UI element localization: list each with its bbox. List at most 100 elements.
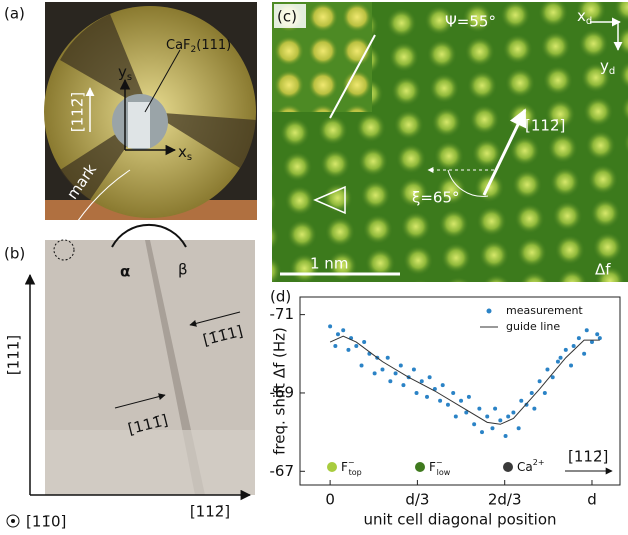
data-point [472, 422, 476, 426]
data-point [590, 340, 594, 344]
data-point [451, 391, 455, 395]
species-label: F−top [341, 458, 362, 477]
y-axis-label: freq. shift Δf (Hz) [271, 327, 289, 455]
data-point [572, 344, 576, 348]
out-of-plane-symbol [11, 519, 15, 523]
data-point [506, 414, 510, 418]
angle-label: Ψ=55° [445, 13, 496, 31]
data-point [530, 391, 534, 395]
text-part: low [437, 468, 451, 477]
axis-label: [11̄0] [26, 513, 66, 531]
data-point [388, 379, 392, 383]
species-marker [415, 462, 425, 472]
data-point [577, 336, 581, 340]
text-part: (111) [196, 38, 231, 53]
data-point [538, 379, 542, 383]
text-part: CaF [166, 38, 191, 53]
figure: (a) CaF2(111) ys xs [112̄] mark (b) α β … [0, 0, 628, 535]
data-point [401, 383, 405, 387]
text-part: x [178, 143, 187, 161]
panel-label: (a) [4, 5, 25, 23]
panel-label: (d) [270, 288, 291, 306]
data-point [380, 367, 384, 371]
direction-label: [112̄] [568, 448, 608, 466]
text-part: y [118, 63, 127, 81]
data-point [485, 414, 489, 418]
text-part: − [348, 458, 355, 467]
channel-label: Δf [595, 261, 611, 279]
axis-label: [112̄] [190, 503, 230, 521]
data-point [341, 328, 345, 332]
data-point [438, 399, 442, 403]
x-axis-label: unit cell diagonal position [363, 511, 556, 529]
data-point [551, 375, 555, 379]
panel-label: (b) [4, 245, 25, 263]
data-point [354, 344, 358, 348]
data-point [373, 371, 377, 375]
angle-label: α [120, 263, 130, 281]
data-point [480, 430, 484, 434]
data-point [564, 348, 568, 352]
data-point [360, 364, 364, 368]
data-point [333, 344, 337, 348]
data-point [493, 407, 497, 411]
x-tick-label: d [587, 491, 597, 509]
data-point [504, 434, 508, 438]
text-part: d [586, 16, 592, 27]
text-part: d [609, 66, 615, 77]
data-point [498, 418, 502, 422]
x-tick-label: d/3 [405, 491, 429, 509]
species-marker [327, 462, 337, 472]
text-part: s [127, 72, 132, 83]
panel-d: (d)-71-69-670d/32d/3dunit cell diagonal … [270, 288, 621, 529]
axis-label: [111] [5, 335, 23, 375]
data-point [569, 364, 573, 368]
data-point [441, 383, 445, 387]
species-label: Ca2+ [517, 458, 545, 474]
data-point [598, 336, 602, 340]
x-tick-label: 0 [325, 491, 335, 509]
data-point [425, 395, 429, 399]
data-point [394, 371, 398, 375]
direction-label: [112̄] [525, 117, 565, 135]
data-point [545, 367, 549, 371]
data-point [420, 379, 424, 383]
x-tick-label: 2d/3 [488, 491, 522, 509]
angle-label: ξ=65° [412, 189, 460, 207]
species-label: F−low [429, 458, 451, 477]
data-point [386, 356, 390, 360]
data-point [490, 426, 494, 430]
data-point [362, 340, 366, 344]
legend-label: guide line [506, 320, 560, 333]
panel-b: (b) α β [1̄1̄1] [111̄] [111] [112̄] [11̄… [4, 225, 255, 531]
text-part: − [436, 458, 443, 467]
y-tick-label: -71 [270, 305, 295, 323]
data-point [532, 407, 536, 411]
scale-label: 1 nm [310, 255, 348, 273]
data-point [415, 391, 419, 395]
data-point [454, 414, 458, 418]
data-point [346, 348, 350, 352]
data-point [412, 367, 416, 371]
data-point [585, 328, 589, 332]
data-point [459, 399, 463, 403]
angle-label: β [178, 261, 188, 279]
text-part: top [349, 468, 362, 477]
data-point [446, 403, 450, 407]
text-part: 2+ [533, 458, 545, 467]
panel-c: (c) Ψ=55° xd yd [112̄] ξ=65° 1 nm Δf [272, 2, 628, 282]
text-part: x [577, 7, 586, 25]
data-point [467, 395, 471, 399]
data-point [595, 332, 599, 336]
data-point [511, 411, 515, 415]
data-point [519, 399, 523, 403]
data-point [559, 356, 563, 360]
crystal-edge [45, 430, 255, 495]
species-marker [503, 462, 513, 472]
data-point [582, 352, 586, 356]
data-point [428, 375, 432, 379]
data-point [336, 332, 340, 336]
data-point [399, 364, 403, 368]
legend-label: measurement [506, 304, 583, 317]
text-part: Ca [517, 460, 533, 474]
